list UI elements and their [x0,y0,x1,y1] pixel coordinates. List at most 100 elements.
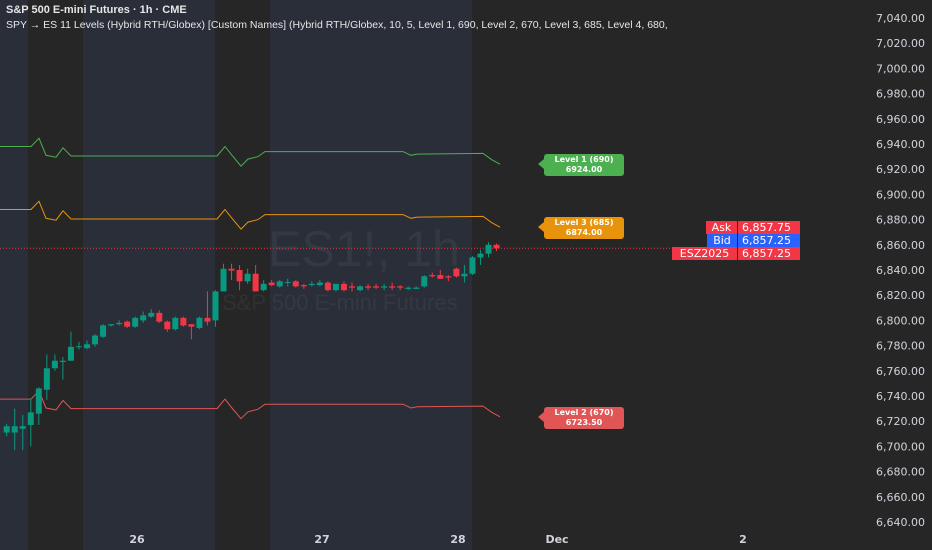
symbol-label: ESZ2025 [672,247,737,260]
candle [92,334,99,347]
candle-body [100,325,107,337]
candle-body [3,426,10,433]
candle [116,320,123,326]
candle-body [493,244,500,249]
candle-body [365,286,372,288]
candle [188,324,195,340]
candle-body [348,286,355,288]
candle [252,264,259,292]
price-tick: 6,900.00 [876,188,925,201]
price-tick: 6,880.00 [876,214,925,227]
candle-body [220,268,227,292]
candle-body [437,275,444,279]
candle [100,324,107,339]
candle-body [75,346,82,348]
candle [445,275,452,282]
candle-body [357,286,364,291]
candle-body [51,360,58,369]
price-tick: 6,740.00 [876,390,925,403]
candle [324,281,331,292]
candle [51,354,58,371]
candle [164,320,171,332]
candle [204,291,211,326]
candle-body [405,287,412,289]
candle-body [477,253,484,258]
candle-body [140,315,147,321]
time-tick: 27 [314,533,329,546]
candle-body [308,283,315,286]
candle-body [332,283,339,291]
candle [284,278,291,287]
candle-body [268,282,275,286]
time-axis: 26 27 28 Dec 2 [129,533,746,546]
price-tick: 6,820.00 [876,289,925,302]
price-tick: 7,040.00 [876,12,925,25]
candle-body [469,257,476,274]
indicator-legend[interactable]: SPY → ES 11 Levels (Hybrid RTH/Globex) [… [6,19,668,31]
candle [196,316,203,330]
price-tick: 6,840.00 [876,264,925,277]
candle [228,263,235,281]
price-tick: 7,020.00 [876,37,925,50]
candle-body [252,273,259,292]
price-tick: 6,800.00 [876,314,925,327]
level-label: Level 3 (685) 6874.00 [538,217,624,240]
candle-body [485,244,492,254]
candle-body [132,317,139,327]
candle [437,270,444,279]
candle-body [92,335,99,345]
candle-body [260,283,267,291]
candle-body [188,324,195,327]
candle [108,324,115,327]
level-label: Level 2 (670) 6723.50 [538,406,624,429]
candle-body [204,317,211,322]
candle [421,275,428,288]
price-tick: 6,780.00 [876,340,925,353]
candle [365,283,372,291]
candle-body [116,322,123,325]
candle [140,311,147,323]
price-axis: 7,040.00 7,020.00 7,000.00 6,980.00 6,960.00… [876,12,925,529]
candle-body [381,286,388,288]
price-tick: 6,700.00 [876,440,925,453]
candle [381,283,388,291]
rth-session-band [0,0,28,550]
candle [429,272,436,278]
candle [156,310,163,323]
candle [469,256,476,276]
candle [357,285,364,292]
candle-body [27,412,34,425]
price-tick: 6,860.00 [876,239,925,252]
candle-body [316,282,323,286]
chart-title[interactable]: S&P 500 E-mini Futures · 1h · CME [6,4,187,16]
ask-price: 6,857.75 [738,221,800,234]
level-name: Level 3 (685) [554,218,614,228]
price-tick: 6,720.00 [876,415,925,428]
candle [485,242,492,258]
price-tick: 6,940.00 [876,138,925,151]
candle [260,280,267,292]
candle-body [212,291,219,321]
candle-body [148,312,155,317]
candle-body [124,321,131,327]
price-tick: 6,640.00 [876,516,925,529]
candle [27,398,34,447]
candle-body [228,268,235,271]
candle-body [11,426,18,433]
candle [3,423,10,437]
globex-session-band [28,0,83,550]
candle-body [276,281,283,287]
candle-body [180,317,187,326]
candle-body [172,317,179,330]
candle [308,281,315,287]
candle [11,408,18,451]
ask-label: Ask [706,221,737,234]
level-value: 6723.50 [565,417,603,427]
price-tick: 6,960.00 [876,113,925,126]
candle-body [300,285,307,287]
candle [493,243,500,252]
price-tick: 7,000.00 [876,62,925,75]
candle-body [397,286,404,288]
